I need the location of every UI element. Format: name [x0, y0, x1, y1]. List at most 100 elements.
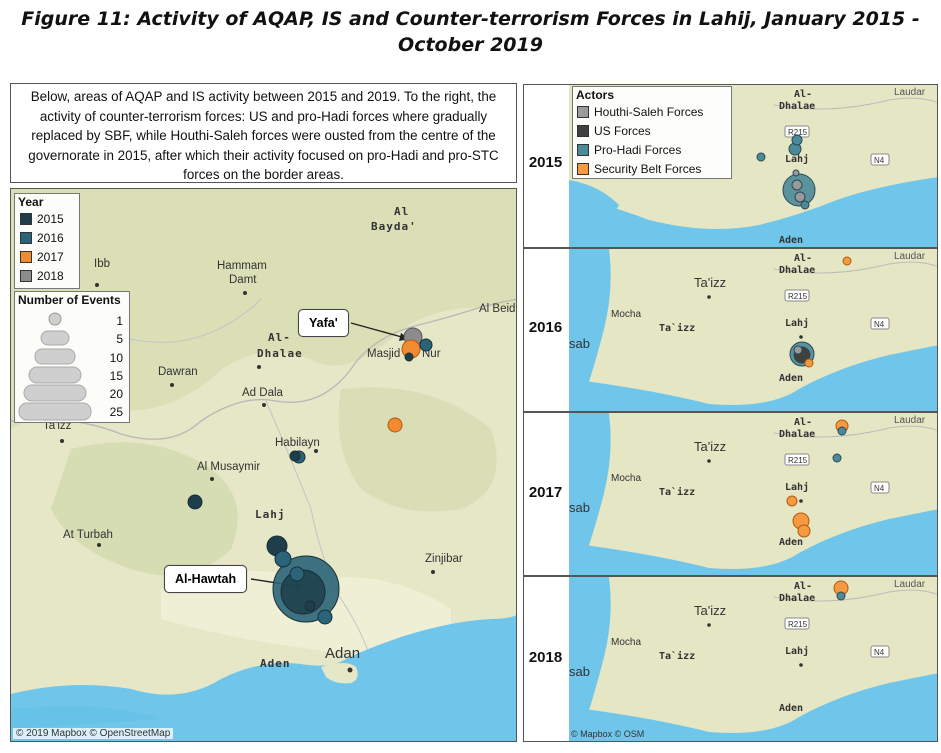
year-legend-item[interactable]: 2016 — [15, 228, 79, 247]
events-legend-shapes — [18, 312, 92, 421]
actors-legend-item[interactable]: Pro-Hadi Forces — [573, 140, 731, 159]
main-map-canvas: Al Bayda' Al- Dhalae Lahj Aden Hammam Da… — [11, 189, 516, 741]
place-damt: Damt — [229, 274, 257, 286]
figure-title-line1: Figure 11: Activity of AQAP, IS and Coun… — [21, 8, 920, 30]
callout-yafa[interactable]: Yafa' — [298, 309, 349, 337]
panel-year-2018: 2018 — [528, 649, 563, 666]
panel-2017-place: Ta'izz — [694, 439, 726, 454]
panel-2018-place: Dhalae — [779, 593, 815, 604]
description-box: Below, areas of AQAP and IS activity bet… — [10, 83, 517, 183]
year-legend-item[interactable]: 2018 — [15, 266, 79, 285]
panel-2016-place: Mocha — [611, 309, 641, 320]
bubble-2016[interactable] — [289, 566, 305, 582]
place-dots — [60, 283, 435, 673]
figure-title-line2: October 2019 — [398, 34, 543, 56]
place-bayda: Bayda' — [371, 220, 417, 233]
terrain — [11, 189, 516, 429]
panel-2018-place: Lahj — [785, 645, 809, 657]
place-at-turbah: At Turbah — [63, 529, 113, 541]
place-hammam: Hammam — [217, 260, 267, 272]
panel-2018-road: R215 — [788, 620, 808, 629]
bubble-2017[interactable] — [387, 417, 403, 433]
main-map[interactable]: Al Bayda' Al- Dhalae Lahj Aden Hammam Da… — [10, 188, 517, 742]
panel-2015-place: Laudar — [894, 87, 926, 98]
swatch-2016 — [20, 231, 32, 244]
panel-2016-place: Ta'izz — [694, 275, 726, 290]
panel-2016-place: Dhalae — [779, 265, 815, 276]
panel-2016-place: Laudar — [894, 251, 926, 262]
year-legend-item[interactable]: 2015 — [15, 209, 79, 228]
events-legend: Number of Events 1 5 10 15 20 25 — [14, 291, 130, 423]
panel-2016-place: Lahj — [785, 317, 809, 329]
panel-2015-road: N4 — [874, 156, 885, 165]
actors-legend-item[interactable]: Houthi-Saleh Forces — [573, 102, 731, 121]
year-legend-label: 2017 — [37, 249, 64, 264]
events-legend-value: 5 — [116, 332, 123, 347]
bubble-2016[interactable] — [317, 609, 333, 625]
panel-2017-place: Aden — [779, 537, 803, 548]
events-legend-title: Number of Events — [18, 293, 121, 307]
place-labels-light: Hammam Damt Ibb Dawran Ad Dala Ta'izz Ha… — [43, 258, 516, 565]
panel-2018-place: sab — [569, 664, 590, 679]
events-legend-value: 15 — [109, 368, 123, 383]
swatch-2017 — [20, 250, 32, 263]
callout-al-hawtah[interactable]: Al-Hawtah — [164, 565, 248, 593]
events-legend-value: 10 — [109, 350, 123, 365]
panel-2016-place: Aden — [779, 373, 803, 384]
bubble-yafa-2015[interactable] — [404, 352, 414, 362]
actors-legend-label: Houthi-Saleh Forces — [594, 104, 704, 119]
place-dawran: Dawran — [158, 366, 198, 378]
actors-legend-title: Actors — [576, 88, 615, 102]
panel-2016-road: R215 — [788, 292, 808, 301]
panel-2017-place: Lahj — [785, 481, 809, 493]
events-legend-values: 1 5 10 15 20 25 — [97, 312, 123, 422]
yafa-arrow — [350, 322, 410, 340]
boundary — [265, 400, 372, 660]
panel-2016-map: Al- Dhalae Ta`izz Lahj Aden Laudar Ta'iz… — [569, 249, 937, 411]
place-taizz: Ta'izz — [43, 420, 72, 432]
panel-2018-place: Al- — [794, 581, 812, 592]
panel-2017-road: R215 — [788, 456, 808, 465]
place-aden: Aden — [260, 657, 291, 670]
swatch-prohadi — [577, 143, 589, 156]
panel-2017[interactable]: Al- Dhalae Ta`izz Lahj Aden Laudar Ta'iz… — [523, 412, 938, 576]
panel-2017-place: Dhalae — [779, 429, 815, 440]
panel-2018-place: Ta'izz — [694, 603, 726, 618]
panel-2015-place: Lahj — [785, 153, 809, 165]
panel-2015-place: Dhalae — [779, 101, 815, 112]
events-legend-value: 1 — [116, 314, 123, 328]
year-legend-item[interactable]: 2017 — [15, 247, 79, 266]
main-map-attribution[interactable]: © 2019 Mapbox © OpenStreetMap — [13, 728, 174, 739]
panel-2018-place: Laudar — [894, 579, 926, 590]
bubble-habilayn-2015[interactable] — [289, 450, 301, 462]
actors-legend-item[interactable]: US Forces — [573, 121, 731, 140]
panel-2017-place: Al- — [794, 417, 812, 428]
panel-2016-road: N4 — [874, 320, 885, 329]
actors-legend-label: Security Belt Forces — [594, 161, 702, 176]
panel-year-2015: 2015 — [528, 154, 563, 171]
panel-2016[interactable]: Al- Dhalae Ta`izz Lahj Aden Laudar Ta'iz… — [523, 248, 938, 412]
panel-2018-place: Ta`izz — [659, 650, 695, 662]
bubble-2016[interactable] — [274, 550, 292, 568]
place-masjid: Masjid — [367, 348, 400, 360]
swatch-2018 — [20, 269, 32, 282]
boundary — [11, 298, 516, 440]
events-legend-value: 25 — [109, 405, 123, 420]
year-legend-label: 2016 — [37, 230, 64, 245]
year-panels: 2015 Al- Dhalae Lahj Aden Laudar R215 N4 — [523, 84, 941, 743]
panel-2017-place: Laudar — [894, 415, 926, 426]
panel-2018[interactable]: Al- Dhalae Ta`izz Lahj Aden Laudar Ta'iz… — [523, 576, 938, 742]
place-adan: Adan — [325, 645, 360, 662]
panel-2015-road: R215 — [788, 128, 808, 137]
bubble-yafa-2016[interactable] — [419, 338, 433, 352]
panel-2018-place: Aden — [779, 703, 803, 714]
actors-legend-item[interactable]: Security Belt Forces — [573, 159, 731, 178]
place-al-: Al- — [268, 331, 291, 344]
place-al: Al — [394, 205, 409, 218]
panel-2015-place: Al- — [794, 89, 812, 100]
bubble-2015[interactable] — [187, 494, 203, 510]
panel-2017-place: Ta`izz — [659, 486, 695, 498]
panel-attribution[interactable]: © Mapbox © OSM — [571, 729, 644, 739]
panel-2017-place: sab — [569, 500, 590, 515]
bubble-2015[interactable] — [304, 600, 316, 612]
